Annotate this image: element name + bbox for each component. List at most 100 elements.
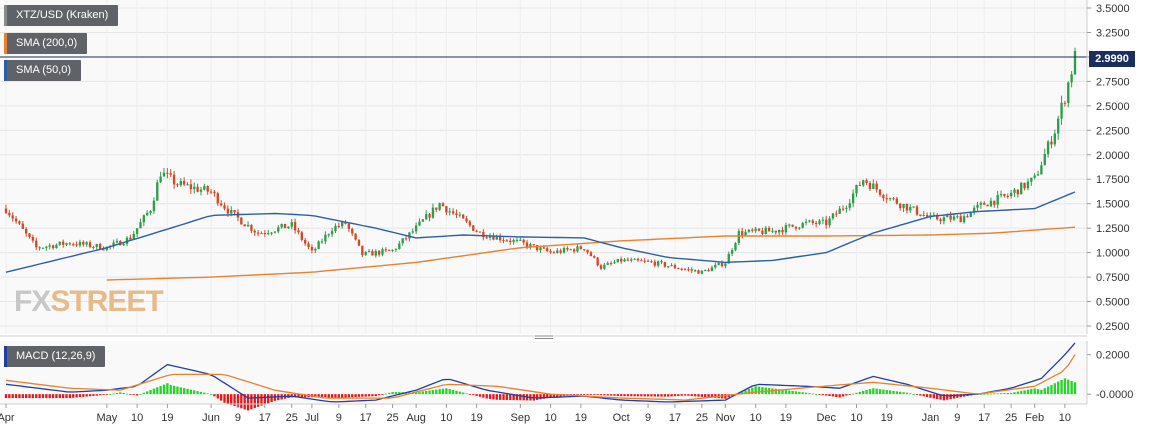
candle <box>949 211 952 223</box>
candle <box>875 180 878 193</box>
legend-xtzusd[interactable]: XTZ/USD (Kraken) <box>4 5 119 26</box>
candle <box>515 237 519 243</box>
candle <box>976 201 979 211</box>
candle <box>48 243 51 250</box>
macd-histogram-bar <box>993 393 996 395</box>
legend-sma-50[interactable]: SMA (50,0) <box>4 60 82 81</box>
candle <box>788 223 791 228</box>
macd-histogram-bar <box>505 394 509 400</box>
macd-histogram-bar <box>838 394 841 398</box>
macd-histogram-bar <box>643 394 646 397</box>
candle-body <box>364 251 367 256</box>
candle <box>1006 193 1009 199</box>
candle <box>253 229 256 236</box>
candle-body <box>1036 174 1040 176</box>
candle-body <box>55 244 58 249</box>
macd-histogram-bar <box>216 394 219 399</box>
candle-body <box>576 246 579 252</box>
candle-body <box>707 269 710 272</box>
x-tick-label: 10 <box>440 412 452 424</box>
candle <box>962 214 966 224</box>
candle <box>942 214 946 225</box>
candle <box>714 262 717 270</box>
candle-body <box>794 226 798 229</box>
candle <box>730 248 734 257</box>
candle <box>270 231 273 236</box>
candle <box>263 230 267 237</box>
macd-histogram-bar <box>522 394 525 401</box>
candle <box>219 200 223 207</box>
candle <box>915 204 919 216</box>
candle <box>203 183 206 191</box>
candle-body <box>320 241 324 243</box>
candle-body <box>475 230 478 232</box>
candle-body <box>394 248 398 250</box>
candle <box>465 215 468 224</box>
macd-histogram-bar <box>102 394 105 395</box>
candle-body <box>569 249 572 251</box>
candle <box>1013 187 1016 197</box>
candle <box>761 227 764 236</box>
macd-histogram-bar <box>61 394 65 399</box>
candle <box>566 246 569 252</box>
candle <box>704 269 707 272</box>
macd-line <box>5 342 1076 403</box>
macd-histogram-bar <box>314 394 317 398</box>
legend-sma-200[interactable]: SMA (200,0) <box>4 33 88 54</box>
macd-histogram-bar <box>1073 382 1077 395</box>
macd-histogram-bar <box>485 394 488 399</box>
macd-histogram-bar <box>539 394 542 400</box>
macd-histogram-bar <box>182 388 186 395</box>
candle <box>213 190 216 197</box>
macd-histogram-bar <box>808 393 811 395</box>
candle <box>72 242 75 247</box>
candle-body <box>539 247 542 251</box>
candle-body <box>754 228 757 231</box>
candle <box>999 190 1003 198</box>
candle-body <box>243 224 246 227</box>
candle <box>162 167 166 177</box>
macd-histogram-bar <box>798 391 801 395</box>
macd-histogram-bar <box>902 392 905 395</box>
macd-histogram-bar <box>226 394 230 404</box>
macd-histogram-bar <box>119 392 122 395</box>
candle-body <box>952 216 956 220</box>
candle-body <box>240 217 243 225</box>
candle-body <box>1050 141 1053 145</box>
candle-body <box>465 218 468 222</box>
candle <box>445 205 448 216</box>
candle <box>552 250 556 254</box>
macd-histogram-bar <box>596 394 599 395</box>
candle-body <box>41 247 45 249</box>
candle <box>307 241 310 250</box>
panel-resize-handle[interactable] <box>535 335 553 339</box>
candle-body <box>784 225 788 233</box>
candle <box>781 226 784 235</box>
candle-body <box>1043 154 1046 166</box>
candle <box>38 246 41 251</box>
macd-histogram-bar <box>858 391 862 395</box>
macd-histogram-bar <box>381 394 384 395</box>
candle-body <box>156 182 159 201</box>
candle-body <box>334 225 337 232</box>
macd-histogram-bar <box>630 394 633 397</box>
legend-macd[interactable]: MACD (12,26,9) <box>4 346 106 367</box>
macd-histogram-bar <box>330 394 334 399</box>
macd-histogram-bar <box>633 394 636 397</box>
macd-histogram-bar <box>219 394 223 401</box>
macd-histogram-bar <box>246 394 250 411</box>
current-price-tag: 2.9990 <box>1089 51 1135 67</box>
x-tick-label: 25 <box>1005 412 1017 424</box>
macd-histogram-bar <box>68 394 72 399</box>
candle-body <box>324 234 327 242</box>
macd-histogram-bar <box>317 394 320 398</box>
candle <box>956 214 959 219</box>
candle-body <box>724 263 727 267</box>
candle-body <box>448 211 451 213</box>
candle-body <box>935 214 939 220</box>
macd-histogram-bar <box>21 394 24 399</box>
macd-histogram-bar <box>660 394 663 397</box>
candle <box>371 249 374 256</box>
macd-histogram-bar <box>263 394 267 405</box>
macd-histogram-bar <box>85 394 88 397</box>
